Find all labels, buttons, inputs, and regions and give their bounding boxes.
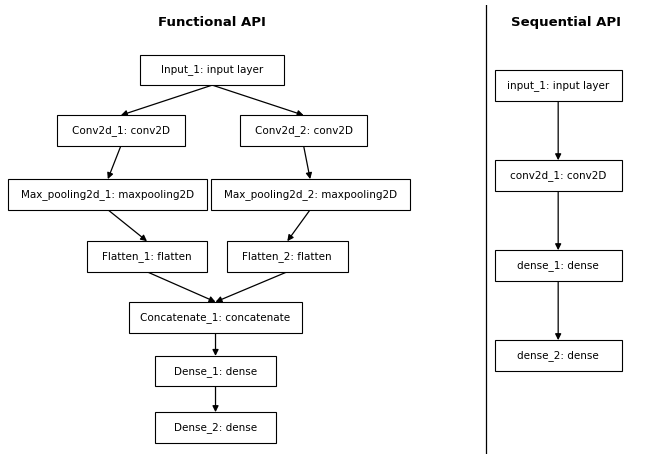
Text: Input_1: input layer: Input_1: input layer [161, 64, 263, 75]
FancyBboxPatch shape [87, 241, 207, 272]
Text: Max_pooling2d_2: maxpooling2D: Max_pooling2d_2: maxpooling2D [224, 189, 397, 200]
Text: input_1: input layer: input_1: input layer [507, 80, 609, 91]
Text: Functional API: Functional API [159, 16, 266, 29]
Text: Conv2d_2: conv2D: Conv2d_2: conv2D [254, 125, 352, 136]
Text: Dense_2: dense: Dense_2: dense [174, 422, 257, 433]
Text: Concatenate_1: concatenate: Concatenate_1: concatenate [141, 312, 290, 323]
FancyBboxPatch shape [227, 241, 348, 272]
Text: Max_pooling2d_1: maxpooling2D: Max_pooling2d_1: maxpooling2D [21, 189, 194, 200]
FancyBboxPatch shape [155, 356, 276, 386]
FancyBboxPatch shape [210, 179, 410, 210]
FancyBboxPatch shape [57, 115, 184, 146]
Text: dense_1: dense: dense_1: dense [517, 260, 599, 271]
FancyBboxPatch shape [495, 250, 622, 281]
Text: Sequential API: Sequential API [511, 16, 621, 29]
FancyBboxPatch shape [240, 115, 367, 146]
Text: Flatten_1: flatten: Flatten_1: flatten [102, 251, 192, 262]
Text: Flatten_2: flatten: Flatten_2: flatten [242, 251, 332, 262]
Text: dense_2: dense: dense_2: dense [517, 350, 599, 361]
FancyBboxPatch shape [141, 55, 284, 85]
Text: Conv2d_1: conv2D: Conv2d_1: conv2D [72, 125, 170, 136]
FancyBboxPatch shape [495, 160, 622, 191]
Text: conv2d_1: conv2D: conv2d_1: conv2D [510, 170, 606, 181]
FancyBboxPatch shape [129, 302, 302, 332]
FancyBboxPatch shape [8, 179, 207, 210]
Text: Dense_1: dense: Dense_1: dense [174, 366, 257, 377]
FancyBboxPatch shape [495, 70, 622, 101]
FancyBboxPatch shape [495, 340, 622, 371]
FancyBboxPatch shape [155, 412, 276, 443]
